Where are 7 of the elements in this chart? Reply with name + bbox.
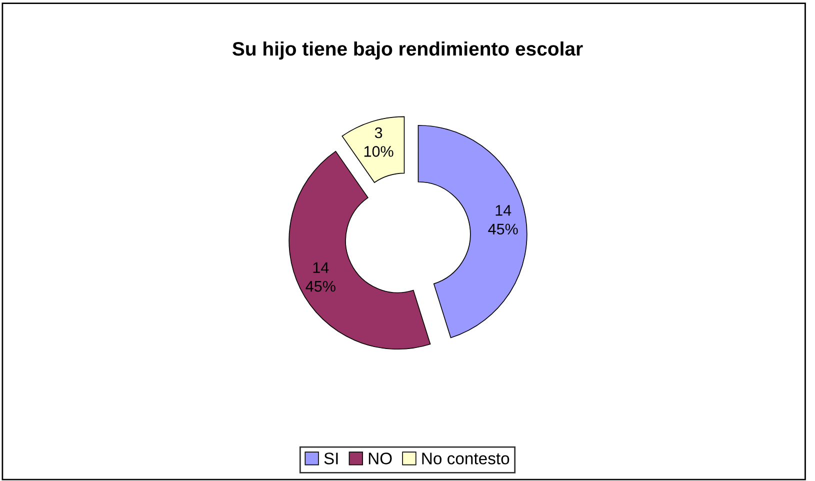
legend-label: No contesto [422,452,510,464]
legend-label: NO [368,452,392,464]
chart-title: Su hijo tiene bajo rendimiento escolar [232,41,583,60]
data-label: 3 10% [364,127,394,157]
data-label: 14 45% [306,262,336,292]
data-label: 14 45% [488,205,518,234]
legend-label: SI [324,452,338,464]
